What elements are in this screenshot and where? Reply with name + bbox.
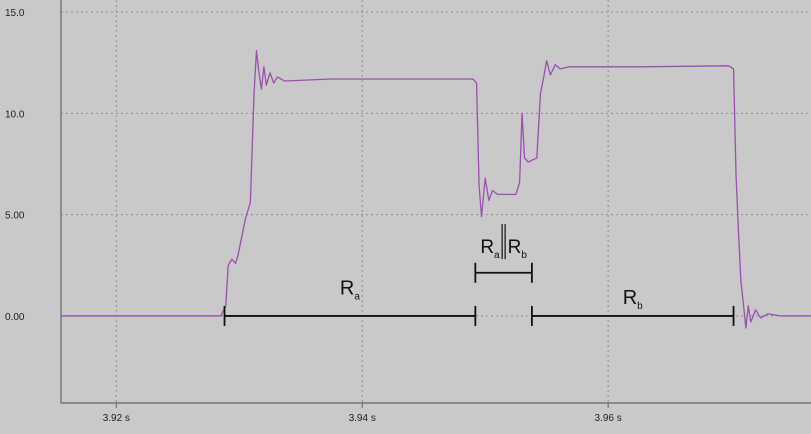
interval-label: Rb: [623, 287, 643, 312]
y-tick-label: 5.00: [5, 211, 25, 222]
interval-label: Ra: [340, 278, 360, 303]
interval-label-main: R: [340, 278, 354, 300]
interval-label-subscript: a: [494, 250, 500, 261]
signal-trace: [60, 49, 811, 329]
interval-label: Ra: [480, 237, 500, 261]
interval-label-main: R: [480, 237, 494, 258]
x-tick-label: 3.92 s: [103, 413, 130, 424]
x-tick-label: 3.94 s: [349, 413, 376, 424]
interval-label-subscript: b: [521, 250, 527, 261]
interval-label: Rb: [508, 237, 528, 261]
y-tick-label: 10.0: [5, 109, 25, 120]
interval-label-subscript: b: [637, 301, 643, 312]
y-tick-label: 0.00: [5, 312, 25, 323]
x-tick-label: 3.96 s: [595, 413, 622, 424]
interval-label-main: R: [623, 287, 637, 309]
interval-label-subscript: a: [354, 292, 360, 303]
y-tick-label: 15.0: [5, 8, 25, 19]
interval-label-main: R: [508, 237, 522, 258]
